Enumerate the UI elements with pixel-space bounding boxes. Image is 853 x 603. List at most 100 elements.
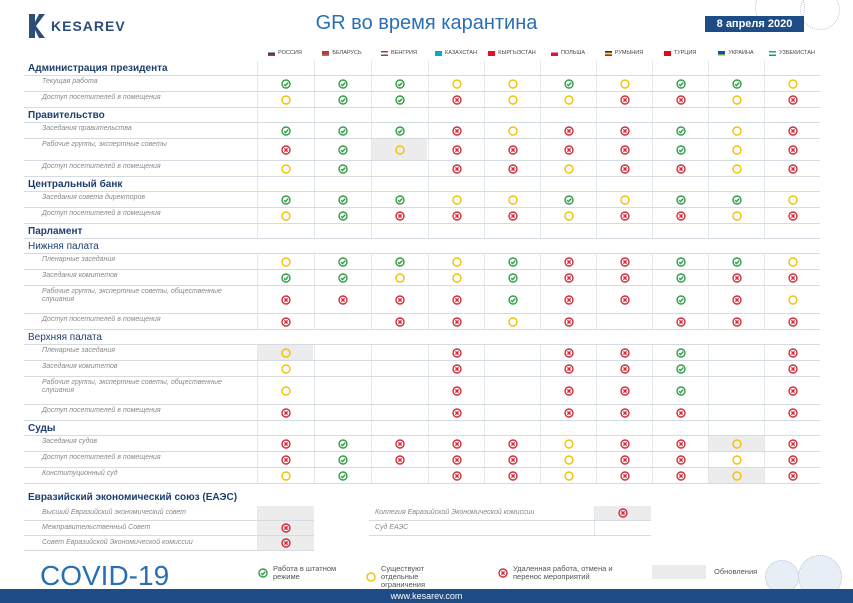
cross-icon <box>280 438 291 449</box>
status-cell <box>708 76 764 91</box>
status-cell <box>371 254 427 269</box>
row-label: Суд ЕАЭС <box>375 524 409 531</box>
circle-icon <box>280 256 291 267</box>
country-name: УКРАИНА <box>728 50 754 56</box>
check-icon <box>337 454 348 465</box>
status-cell <box>428 92 484 107</box>
status-cell <box>764 361 820 376</box>
circle-icon <box>787 194 798 205</box>
circle-icon <box>394 272 405 283</box>
footer-link[interactable]: www.kesarev.com <box>390 591 463 601</box>
status-cell <box>596 286 652 313</box>
status-cell <box>596 123 652 138</box>
status-cell <box>708 270 764 285</box>
status-cell <box>764 177 820 191</box>
status-cell <box>428 123 484 138</box>
status-cell <box>540 361 596 376</box>
legend-gray-label: Обновления <box>714 567 758 576</box>
row-label: Заседания комитетов <box>42 272 118 279</box>
status-cell <box>596 177 652 191</box>
check-icon <box>675 194 686 205</box>
status-cell <box>428 345 484 360</box>
country-4: КАЗАХСТАН <box>428 48 484 58</box>
status-cell <box>540 421 596 435</box>
status-cell <box>484 208 540 223</box>
status-cell <box>484 139 540 160</box>
flag-icon <box>488 50 496 56</box>
row-label: Доступ посетителей в помещения <box>42 163 161 170</box>
cross-icon <box>507 438 518 449</box>
status-cell <box>708 377 764 404</box>
circle-icon <box>787 294 798 305</box>
flag-icon <box>663 50 671 56</box>
cross-icon <box>619 294 630 305</box>
row-label: Текущая работа <box>42 78 98 85</box>
cross-icon <box>394 294 405 305</box>
cross-icon <box>619 454 630 465</box>
status-cell <box>708 208 764 223</box>
status-cell <box>428 224 484 238</box>
status-cell <box>257 139 313 160</box>
status-cell <box>257 161 313 176</box>
cross-icon <box>498 568 508 578</box>
status-cell <box>257 76 313 91</box>
status-cell <box>596 421 652 435</box>
status-cell <box>540 405 596 420</box>
cross-icon <box>619 144 630 155</box>
flag-icon <box>604 50 612 56</box>
status-cell <box>371 123 427 138</box>
status-cell <box>371 224 427 238</box>
cross-icon <box>619 385 630 396</box>
status-cell <box>708 254 764 269</box>
eaes-row: Совет Евразийской Экономической комиссии <box>24 536 314 551</box>
cross-icon <box>451 94 462 105</box>
status-cell <box>314 345 370 360</box>
status-cell <box>484 436 540 451</box>
status-cell <box>257 270 313 285</box>
status-cell <box>540 139 596 160</box>
circle-icon <box>563 163 574 174</box>
table-row: Текущая работа <box>24 76 820 92</box>
status-cell <box>652 92 708 107</box>
status-cell <box>652 254 708 269</box>
footer: www.kesarev.com <box>0 589 853 603</box>
status-cell <box>428 177 484 191</box>
cross-icon <box>787 210 798 221</box>
check-icon <box>675 385 686 396</box>
row-label: Рабочие группы, экспертные советы, общес… <box>42 379 222 394</box>
status-cell <box>708 139 764 160</box>
status-cell <box>652 192 708 207</box>
cross-icon <box>280 454 291 465</box>
status-cell <box>764 61 820 75</box>
circle-icon <box>619 78 630 89</box>
status-cell <box>371 139 427 160</box>
country-name: УЗБЕКИСТАН <box>779 50 815 56</box>
status-cell <box>371 161 427 176</box>
circle-icon <box>280 385 291 396</box>
cross-icon <box>619 347 630 358</box>
status-cell <box>428 377 484 404</box>
subsection-row: Нижняя палата <box>24 239 820 254</box>
status-cell <box>314 452 370 467</box>
section-title: Правительство <box>28 110 105 121</box>
check-icon <box>507 272 518 283</box>
status-cell <box>314 377 370 404</box>
status-cell <box>428 314 484 329</box>
status-cell <box>371 208 427 223</box>
status-cell <box>764 161 820 176</box>
table-row: Пленарные заседания <box>24 345 820 361</box>
cross-icon <box>619 407 630 418</box>
check-icon <box>563 194 574 205</box>
status-cell <box>428 161 484 176</box>
cross-icon <box>563 363 574 374</box>
cross-icon <box>451 163 462 174</box>
country-5: КЫРГЫЗСТАН <box>484 48 540 58</box>
status-cell <box>428 254 484 269</box>
circle-icon <box>280 163 291 174</box>
status-cell <box>652 108 708 122</box>
check-icon <box>675 294 686 305</box>
check-icon <box>337 470 348 481</box>
circle-icon <box>731 470 742 481</box>
cross-icon <box>451 347 462 358</box>
status-cell <box>652 208 708 223</box>
